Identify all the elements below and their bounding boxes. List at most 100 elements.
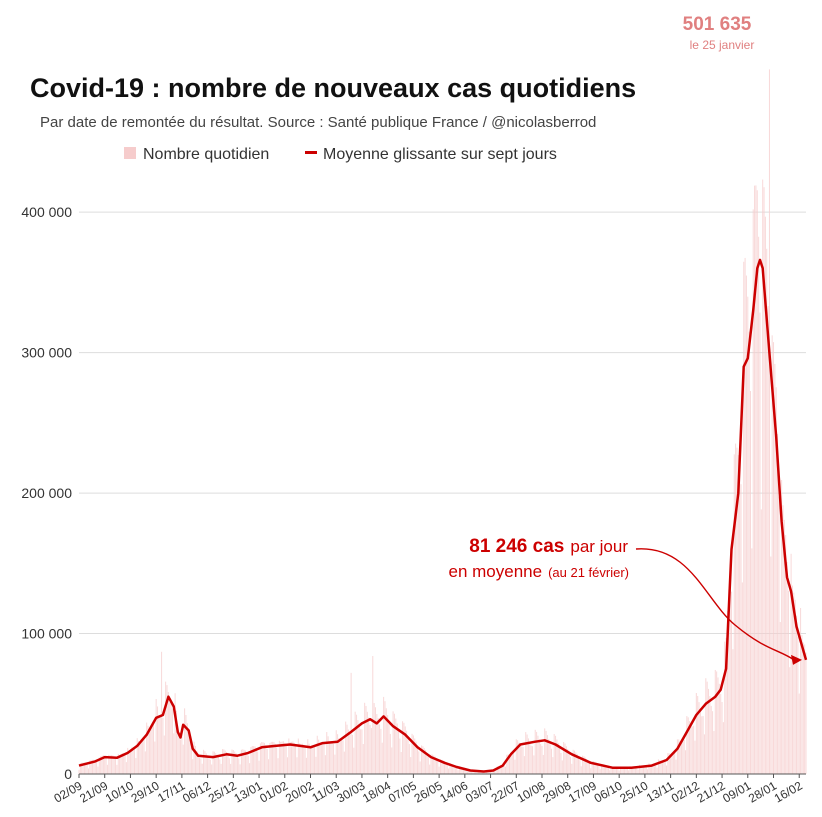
daily-bar bbox=[744, 257, 746, 774]
daily-bar bbox=[255, 748, 257, 774]
daily-bar bbox=[90, 759, 92, 774]
daily-bar bbox=[125, 762, 127, 774]
daily-bar bbox=[652, 764, 654, 774]
daily-bar bbox=[259, 743, 261, 774]
daily-bar bbox=[450, 764, 452, 774]
daily-bar bbox=[402, 721, 404, 774]
daily-bar bbox=[758, 236, 760, 774]
daily-bar bbox=[655, 764, 657, 774]
daily-bar bbox=[132, 747, 134, 774]
daily-bar bbox=[751, 548, 753, 774]
daily-bar bbox=[779, 622, 781, 774]
daily-bar bbox=[476, 772, 478, 774]
daily-bar bbox=[384, 701, 386, 774]
daily-bar bbox=[510, 755, 512, 774]
daily-bar bbox=[169, 701, 171, 774]
daily-bar bbox=[236, 755, 238, 774]
daily-bar bbox=[529, 742, 531, 774]
daily-bar bbox=[230, 763, 232, 774]
daily-bar bbox=[714, 669, 716, 774]
annotation-arrowhead bbox=[791, 654, 802, 665]
daily-bar bbox=[617, 767, 619, 774]
daily-bar bbox=[396, 723, 398, 774]
daily-bar bbox=[694, 740, 696, 774]
daily-bar bbox=[615, 767, 617, 774]
daily-bar bbox=[415, 741, 417, 774]
daily-bar bbox=[315, 756, 317, 774]
daily-bar bbox=[586, 758, 588, 774]
daily-bar bbox=[675, 759, 677, 774]
daily-bar bbox=[273, 741, 275, 774]
daily-bar bbox=[162, 717, 164, 774]
daily-bars bbox=[78, 69, 807, 775]
daily-bar bbox=[449, 762, 451, 774]
daily-bar bbox=[709, 696, 711, 774]
daily-bar bbox=[763, 187, 765, 775]
daily-bar bbox=[353, 747, 355, 774]
daily-bar bbox=[228, 758, 230, 774]
daily-bar bbox=[530, 745, 532, 774]
daily-bar bbox=[583, 756, 585, 774]
daily-bar bbox=[664, 761, 666, 774]
daily-bar bbox=[503, 764, 505, 774]
daily-bar bbox=[678, 739, 680, 774]
daily-bar bbox=[186, 723, 188, 774]
daily-bar bbox=[475, 770, 477, 774]
daily-bar bbox=[254, 746, 256, 774]
daily-bar bbox=[308, 743, 310, 774]
daily-bar bbox=[120, 754, 122, 774]
average-annotation-line1: 81 246 cas par jour bbox=[469, 536, 628, 557]
daily-bar bbox=[188, 730, 190, 774]
daily-bar bbox=[461, 767, 463, 774]
daily-bar bbox=[316, 735, 318, 774]
daily-bar bbox=[407, 736, 409, 774]
daily-bar bbox=[660, 761, 662, 774]
daily-bar bbox=[411, 733, 413, 774]
daily-bar bbox=[112, 755, 114, 774]
daily-bar bbox=[374, 707, 376, 774]
daily-bar bbox=[745, 275, 747, 774]
daily-bar bbox=[86, 764, 88, 774]
daily-bar bbox=[372, 656, 374, 774]
daily-bar bbox=[735, 443, 737, 774]
daily-bar bbox=[326, 732, 328, 774]
daily-bar bbox=[427, 756, 429, 774]
daily-bar bbox=[174, 693, 176, 774]
daily-bar bbox=[312, 745, 314, 774]
daily-bar bbox=[268, 759, 270, 774]
daily-bar bbox=[119, 754, 121, 774]
daily-bar bbox=[323, 744, 325, 774]
daily-bar bbox=[550, 748, 552, 774]
daily-bar bbox=[365, 705, 367, 774]
daily-bar bbox=[717, 677, 719, 774]
peak-value-label: 501 635 bbox=[683, 14, 752, 35]
daily-bar bbox=[541, 745, 543, 774]
daily-bar bbox=[587, 760, 589, 774]
daily-bar bbox=[291, 741, 293, 774]
daily-bar bbox=[261, 742, 263, 774]
daily-bar bbox=[192, 759, 194, 774]
daily-bar bbox=[296, 757, 298, 774]
daily-bar bbox=[523, 756, 525, 774]
daily-bar bbox=[155, 698, 157, 774]
daily-bar bbox=[712, 711, 714, 774]
daily-bar bbox=[334, 754, 336, 774]
x-tick-label: 16/02 bbox=[772, 778, 805, 805]
daily-bar bbox=[770, 556, 772, 774]
daily-bar bbox=[85, 763, 87, 774]
daily-bar bbox=[364, 702, 366, 774]
daily-bar bbox=[148, 730, 150, 774]
daily-bar bbox=[454, 765, 456, 774]
daily-bar bbox=[369, 724, 371, 774]
daily-bar bbox=[573, 750, 576, 774]
daily-bar bbox=[460, 767, 462, 774]
daily-bar bbox=[651, 765, 653, 774]
daily-bar bbox=[515, 739, 517, 774]
daily-bar bbox=[791, 585, 793, 774]
daily-bar bbox=[270, 741, 272, 774]
daily-bar bbox=[468, 769, 470, 774]
daily-bar bbox=[467, 771, 469, 774]
daily-bar bbox=[592, 761, 594, 774]
daily-bar bbox=[135, 757, 137, 774]
daily-bar bbox=[226, 752, 228, 774]
